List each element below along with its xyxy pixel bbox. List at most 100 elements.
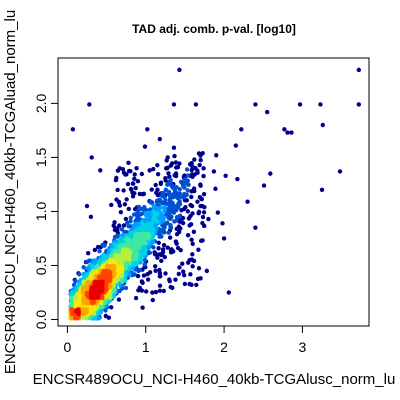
data-point — [77, 272, 82, 277]
data-point — [167, 174, 172, 179]
data-point — [166, 230, 171, 235]
data-point — [233, 143, 239, 148]
data-point — [176, 224, 182, 229]
data-point — [149, 187, 154, 192]
data-point — [174, 165, 179, 170]
data-point — [172, 207, 178, 212]
data-point — [135, 267, 140, 272]
data-point — [86, 279, 91, 285]
data-point — [135, 178, 141, 184]
data-point — [195, 199, 200, 204]
data-point — [157, 252, 163, 257]
data-point — [126, 160, 131, 166]
data-point — [155, 163, 160, 168]
data-point — [127, 241, 132, 247]
data-point — [121, 223, 127, 228]
data-point — [198, 157, 203, 163]
data-point — [132, 221, 138, 227]
data-point — [84, 203, 90, 209]
data-point — [156, 240, 161, 246]
data-point — [133, 185, 138, 191]
data-point — [201, 166, 206, 171]
data-point — [128, 231, 133, 236]
y-axis: 0.0 0.5 1.0 1.5 2.0 — [33, 93, 59, 329]
data-point — [120, 166, 126, 172]
data-point — [139, 288, 145, 293]
data-point — [155, 255, 160, 260]
data-point — [135, 260, 140, 265]
data-point — [85, 251, 91, 256]
data-point — [185, 233, 191, 238]
data-point — [189, 189, 194, 194]
data-point — [157, 136, 163, 142]
data-point — [149, 200, 155, 206]
data-point — [239, 127, 244, 132]
data-point — [139, 171, 145, 177]
data-point — [196, 247, 201, 252]
data-point — [177, 161, 182, 166]
data-point — [118, 209, 124, 215]
data-point — [128, 186, 134, 192]
data-point — [126, 168, 132, 174]
data-point — [112, 249, 117, 254]
data-point — [214, 153, 219, 158]
data-point — [141, 273, 147, 278]
data-point — [153, 268, 158, 274]
data-point — [190, 211, 195, 216]
data-point — [117, 203, 123, 208]
data-point — [180, 269, 186, 274]
data-point — [182, 195, 187, 200]
data-point — [337, 169, 343, 174]
data-point — [157, 234, 162, 239]
data-point — [189, 194, 194, 200]
data-point — [171, 145, 177, 150]
data-point — [185, 260, 191, 265]
data-point — [171, 203, 177, 209]
data-point — [162, 230, 167, 235]
data-point — [172, 153, 177, 159]
data-point — [70, 127, 76, 132]
data-point — [211, 169, 217, 174]
data-point — [206, 216, 211, 222]
data-point — [192, 157, 197, 162]
data-point — [140, 239, 145, 245]
data-point — [112, 289, 117, 294]
data-point — [89, 155, 94, 160]
x-tick-label: 2 — [220, 339, 228, 355]
data-point — [141, 227, 147, 233]
data-point — [158, 205, 164, 210]
data-point — [142, 262, 147, 267]
data-point — [157, 288, 163, 293]
data-point — [137, 256, 142, 262]
data-point — [177, 214, 182, 219]
data-point — [122, 257, 128, 262]
data-point — [173, 277, 178, 282]
data-point — [158, 198, 163, 204]
data-point — [90, 300, 95, 306]
data-point — [128, 215, 133, 220]
data-point — [184, 198, 189, 203]
data-point — [187, 162, 193, 167]
data-point — [153, 289, 159, 295]
data-point — [123, 285, 129, 291]
y-tick-label: 1.5 — [33, 147, 49, 167]
data-point — [117, 257, 123, 263]
data-point — [126, 206, 131, 212]
data-point — [187, 281, 192, 287]
data-point — [245, 199, 250, 204]
data-point — [169, 214, 174, 219]
data-point — [202, 204, 207, 210]
data-point — [158, 220, 164, 225]
data-point — [125, 181, 131, 187]
data-point — [173, 160, 179, 165]
data-point — [185, 209, 191, 214]
data-point — [103, 313, 109, 319]
data-point — [145, 271, 150, 277]
data-point — [95, 311, 100, 316]
data-point — [128, 219, 133, 224]
data-point — [86, 265, 91, 270]
data-point — [167, 278, 172, 284]
data-point — [177, 186, 182, 192]
data-point — [190, 264, 195, 269]
data-point — [119, 273, 124, 279]
